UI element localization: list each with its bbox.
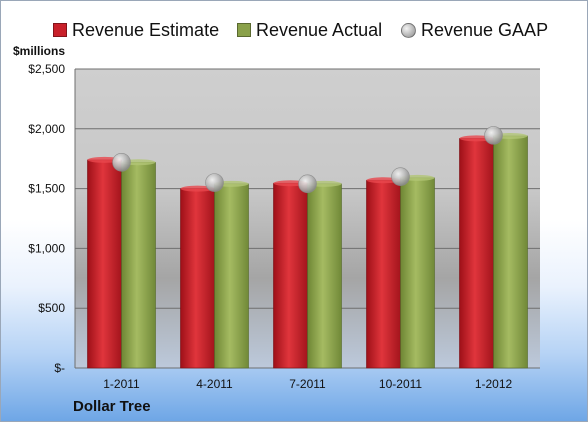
legend-swatch-actual [237, 23, 251, 37]
legend-swatch-estimate [53, 23, 67, 37]
bars [87, 126, 528, 369]
legend-label-actual: Revenue Actual [256, 19, 383, 40]
y-axis-ticks: $- $500 $1,000 $1,500 $2,000 $2,500 [28, 62, 65, 375]
point-revenue-gaap [391, 167, 410, 186]
y-tick-label: $2,000 [28, 122, 65, 136]
point-revenue-gaap [205, 173, 224, 192]
y-tick-label: $500 [38, 301, 65, 315]
legend-swatch-gaap [401, 22, 416, 38]
bar-revenue-actual [214, 183, 249, 369]
legend: Revenue Estimate Revenue Actual Revenue … [1, 17, 587, 43]
bar-cap-revenue-estimate [180, 185, 215, 192]
bar-revenue-estimate [87, 159, 122, 369]
company-name: Dollar Tree [73, 398, 151, 415]
bar-revenue-estimate [273, 182, 308, 369]
x-tick-label: 1-2012 [475, 377, 513, 391]
legend-item-actual: Revenue Actual [237, 17, 382, 43]
point-revenue-gaap [112, 152, 131, 172]
bar-revenue-actual [121, 161, 156, 369]
bar-revenue-actual [493, 135, 528, 369]
x-tick-label: 1-2011 [103, 377, 140, 391]
y-tick-label: $- [54, 361, 65, 375]
x-tick-label: 4-2011 [196, 377, 233, 391]
bar-revenue-estimate [366, 179, 401, 369]
bar-revenue-estimate [180, 188, 215, 369]
legend-item-gaap: Revenue GAAP [401, 17, 548, 43]
x-axis-ticks: 1-2011 4-2011 7-2011 10-2011 1-2012 [103, 377, 512, 391]
legend-label-gaap: Revenue GAAP [421, 19, 549, 40]
point-revenue-gaap [298, 174, 317, 194]
bar-revenue-estimate [459, 138, 494, 369]
legend-item-estimate: Revenue Estimate [53, 17, 219, 43]
bar-revenue-actual [400, 177, 435, 369]
y-tick-label: $1,000 [28, 241, 65, 255]
y-axis-unit-label: $millions [13, 44, 66, 58]
y-tick-label: $1,500 [28, 182, 65, 196]
legend-label-estimate: Revenue Estimate [72, 19, 220, 40]
y-tick-label: $2,500 [28, 62, 65, 76]
point-revenue-gaap [484, 126, 503, 145]
bar-revenue-actual [307, 183, 342, 369]
x-tick-label: 7-2011 [289, 377, 326, 391]
x-tick-label: 10-2011 [379, 377, 422, 391]
